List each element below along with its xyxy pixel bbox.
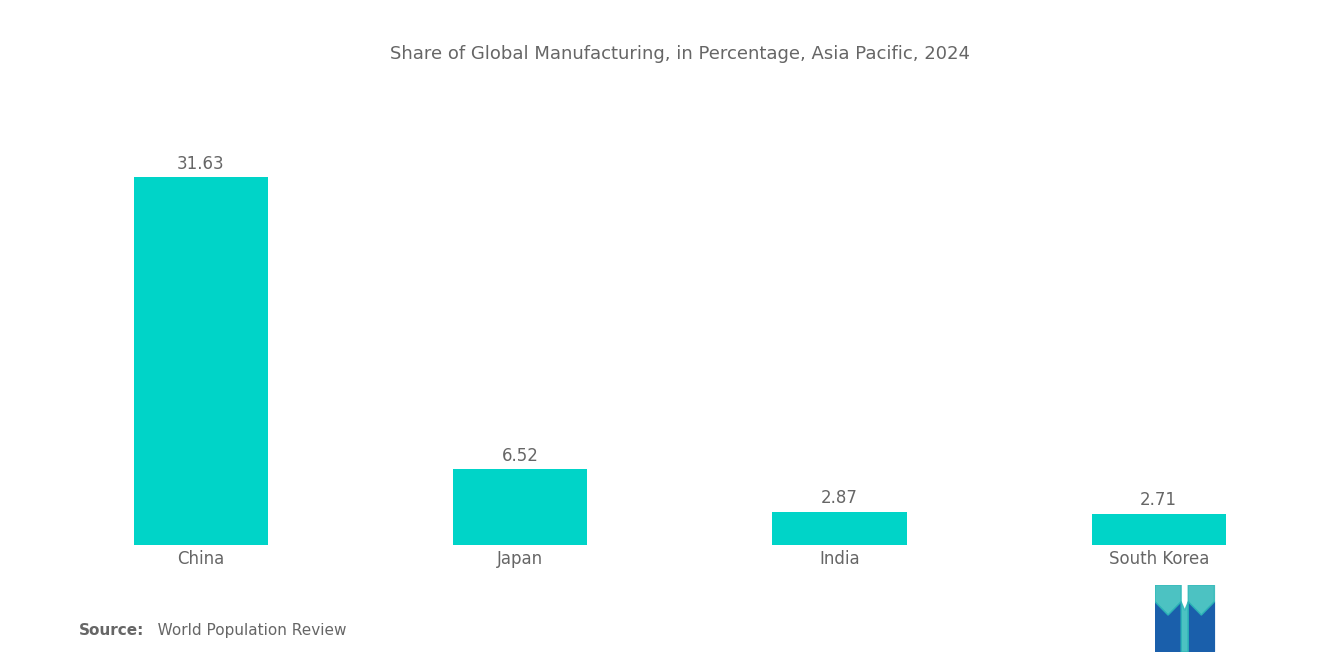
Text: 31.63: 31.63	[177, 154, 224, 172]
Text: 6.52: 6.52	[502, 447, 539, 465]
Text: 2.87: 2.87	[821, 489, 858, 507]
Text: Source:: Source:	[79, 623, 145, 638]
Polygon shape	[1181, 602, 1188, 652]
Text: 2.71: 2.71	[1140, 491, 1177, 509]
Polygon shape	[1188, 602, 1214, 652]
Bar	[772, 512, 907, 545]
Text: World Population Review: World Population Review	[143, 623, 346, 638]
Bar	[1092, 514, 1226, 545]
Bar	[133, 177, 268, 545]
Title: Share of Global Manufacturing, in Percentage, Asia Pacific, 2024: Share of Global Manufacturing, in Percen…	[389, 45, 970, 63]
Polygon shape	[1188, 585, 1214, 615]
Polygon shape	[1155, 585, 1181, 615]
Polygon shape	[1155, 602, 1181, 652]
Bar	[453, 469, 587, 545]
